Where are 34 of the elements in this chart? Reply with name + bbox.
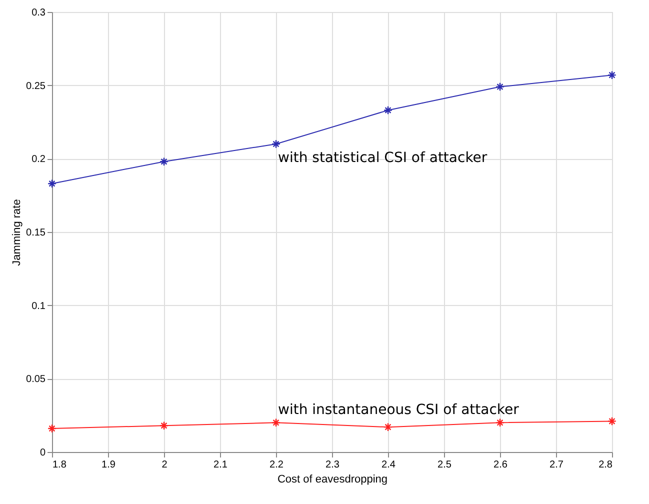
point	[496, 82, 504, 92]
point	[272, 140, 280, 148]
x-tick-label: 2.5	[438, 460, 452, 470]
point	[48, 424, 56, 434]
y-tick-label: 0.05	[26, 374, 46, 386]
x-tick-label: 2.6	[494, 460, 508, 470]
x-tick-label: 2.4	[382, 460, 396, 470]
y-axis-title: Jamming rate	[11, 199, 24, 266]
point	[384, 422, 392, 432]
x-tick-label: 2.8	[598, 460, 613, 470]
x-tick-label: 2.7	[550, 460, 564, 470]
point	[384, 106, 392, 115]
y-tick-label: 0.1	[32, 300, 46, 312]
y-tick-label: 0.15	[26, 228, 46, 238]
y-tick-label: 0.3	[32, 8, 46, 18]
point	[48, 179, 56, 188]
x-tick-label: 2.3	[326, 460, 340, 470]
x-tick-label: 2.2	[270, 460, 284, 470]
x-tick-label: 1.8	[52, 460, 67, 470]
point	[272, 418, 280, 428]
point	[496, 418, 504, 428]
x-tick-label: 2.1	[214, 460, 228, 470]
y-tick-label: 0	[40, 448, 46, 458]
y-tick-label: 0.2	[32, 154, 46, 166]
point	[608, 416, 616, 426]
x-tick-label: 2	[162, 460, 168, 470]
x-axis-title: Cost of eavesdropping	[277, 474, 388, 486]
point	[160, 157, 168, 166]
annotation: with instantaneous CSI of attacker	[278, 402, 520, 418]
y-tick-label: 0.25	[26, 80, 46, 92]
x-tick-label: 1.9	[102, 460, 116, 470]
annotation: with statistical CSI of attacker	[278, 150, 488, 166]
point	[160, 421, 168, 430]
point	[608, 70, 616, 80]
